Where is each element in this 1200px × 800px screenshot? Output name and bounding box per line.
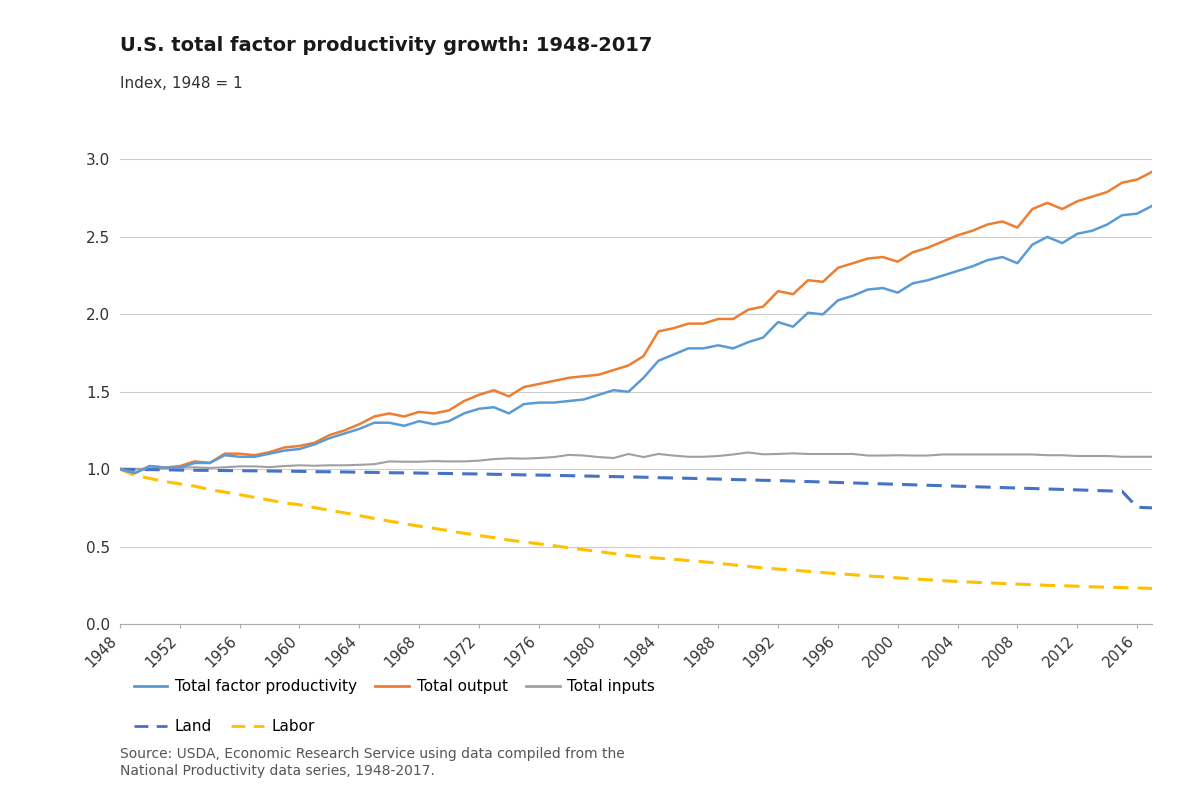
Labor (352, 511, 366, 521)
Total inputs (740, 448, 755, 458)
Total output (263, 447, 277, 457)
Total inputs (682, 452, 696, 462)
Total factor productivity (263, 449, 277, 458)
Land (113, 464, 127, 474)
Labor (1145, 583, 1159, 593)
Total output (113, 464, 127, 474)
Total inputs (1145, 452, 1159, 462)
Total inputs (427, 456, 442, 466)
Labor (995, 578, 1009, 588)
Total factor productivity (1010, 258, 1025, 268)
Labor (980, 578, 995, 588)
Total output (367, 412, 382, 422)
Total output (127, 468, 142, 478)
Total factor productivity (127, 468, 142, 478)
Total factor productivity (113, 464, 127, 474)
Land (682, 474, 696, 483)
Line: Total inputs: Total inputs (120, 453, 1152, 469)
Total factor productivity (1145, 201, 1159, 210)
Text: Index, 1948 = 1: Index, 1948 = 1 (120, 76, 242, 91)
Total factor productivity (367, 418, 382, 427)
Legend: Total factor productivity, Total output, Total inputs: Total factor productivity, Total output,… (127, 673, 661, 700)
Total output (696, 319, 710, 329)
Labor (427, 523, 442, 533)
Total inputs (1010, 450, 1025, 459)
Total inputs (995, 450, 1009, 459)
Total inputs (352, 460, 366, 470)
Labor (382, 516, 396, 526)
Total factor productivity (995, 252, 1009, 262)
Land (995, 482, 1009, 492)
Land (382, 468, 396, 478)
Line: Labor: Labor (120, 469, 1152, 588)
Land (427, 469, 442, 478)
Total output (442, 406, 456, 415)
Line: Total factor productivity: Total factor productivity (120, 206, 1152, 473)
Total inputs (113, 464, 127, 474)
Legend: Land, Labor: Land, Labor (127, 713, 322, 740)
Total output (1010, 223, 1025, 233)
Labor (682, 556, 696, 566)
Land (1145, 503, 1159, 513)
Total inputs (247, 462, 262, 471)
Text: U.S. total factor productivity growth: 1948-2017: U.S. total factor productivity growth: 1… (120, 36, 653, 55)
Text: Source: USDA, Economic Research Service using data compiled from the
National Pr: Source: USDA, Economic Research Service … (120, 747, 625, 778)
Total factor productivity (696, 343, 710, 353)
Total output (1145, 167, 1159, 177)
Line: Land: Land (120, 469, 1152, 508)
Land (980, 482, 995, 492)
Total factor productivity (442, 416, 456, 426)
Land (352, 467, 366, 477)
Line: Total output: Total output (120, 172, 1152, 473)
Labor (113, 464, 127, 474)
Total output (995, 217, 1009, 226)
